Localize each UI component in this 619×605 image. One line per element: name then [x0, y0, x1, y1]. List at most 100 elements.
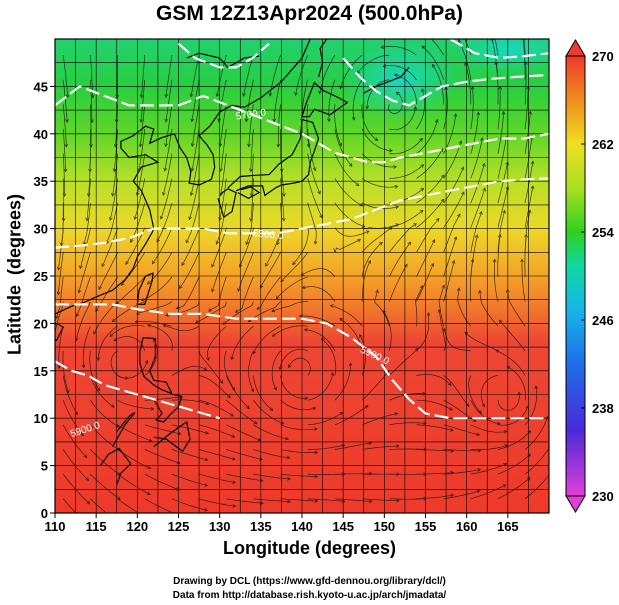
x-tick-label: 165	[497, 519, 519, 534]
streamline	[144, 396, 182, 401]
streamline	[382, 310, 392, 351]
streamline-arrowhead	[453, 18, 456, 21]
streamline-arrowhead	[135, 311, 140, 315]
streamline-arrowhead	[288, 364, 292, 369]
streamline-arrowhead	[472, 418, 477, 422]
streamline	[352, 79, 363, 121]
streamline-arrowhead	[545, 415, 549, 420]
streamline	[334, 129, 353, 167]
x-tick-label: 160	[456, 519, 478, 534]
streamline	[524, 385, 538, 426]
streamline	[189, 178, 200, 220]
streamline-arrowhead	[361, 224, 366, 228]
streamline-arrowhead	[413, 105, 418, 110]
streamline	[491, 39, 499, 80]
streamline-arrowhead	[380, 45, 385, 49]
streamline	[101, 227, 118, 267]
streamline-arrowhead	[479, 210, 483, 215]
streamline	[253, 375, 273, 411]
streamline-arrowhead	[359, 334, 363, 338]
streamline-arrowhead	[367, 259, 371, 264]
streamline-arrowhead	[476, 432, 481, 437]
streamline	[464, 62, 472, 105]
contour-line-5600-0	[177, 42, 270, 69]
streamline-arrowhead	[190, 167, 195, 172]
streamline-arrowhead	[86, 500, 91, 505]
streamline	[387, 91, 403, 115]
streamline	[195, 301, 227, 324]
streamline-arrowhead	[498, 233, 502, 238]
streamline	[97, 325, 118, 361]
y-tick-label: 30	[34, 222, 48, 237]
streamline-arrowhead	[65, 94, 70, 99]
streamline	[179, 252, 200, 289]
streamline	[334, 442, 372, 450]
streamline	[253, 424, 289, 440]
streamline-arrowhead	[112, 168, 117, 173]
streamline-arrowhead	[81, 364, 86, 369]
streamline	[141, 55, 146, 98]
streamline	[171, 365, 207, 376]
streamline	[117, 399, 154, 410]
streamline-arrowhead	[338, 142, 342, 147]
streamline-arrowhead	[304, 396, 309, 401]
streamline	[497, 405, 529, 426]
streamline-arrowhead	[432, 63, 436, 68]
streamline-arrowhead	[244, 118, 249, 123]
streamline	[304, 329, 336, 352]
streamline	[164, 129, 173, 171]
streamline	[231, 325, 254, 360]
streamline	[443, 140, 462, 179]
streamline-arrowhead	[382, 64, 387, 68]
streamline-arrowhead	[330, 371, 335, 376]
streamline-arrowhead	[75, 313, 80, 318]
streamline-arrowhead	[478, 289, 482, 294]
coastline	[227, 118, 320, 197]
streamline	[199, 375, 231, 398]
streamline	[190, 153, 200, 196]
streamline	[198, 350, 224, 384]
streamline	[61, 202, 64, 246]
streamline-arrowhead	[441, 284, 446, 289]
streamline	[443, 113, 457, 154]
streamline	[62, 104, 67, 147]
streamline	[199, 399, 234, 417]
streamline	[362, 445, 400, 450]
chart-title: GSM 12Z13Apr2024 (500.0hPa)	[156, 2, 463, 25]
streamline-arrowhead	[457, 39, 462, 44]
streamline	[147, 324, 173, 351]
streamline-arrowhead	[286, 455, 291, 460]
streamline-arrowhead	[482, 187, 486, 192]
streamline	[301, 268, 336, 278]
streamline	[147, 252, 173, 285]
streamline-arrowhead	[246, 405, 250, 410]
coastline	[306, 39, 307, 40]
y-tick-label: 25	[34, 269, 48, 284]
contour-label: 5700.0	[235, 107, 267, 122]
streamline	[388, 264, 408, 302]
streamline-arrowhead	[113, 337, 118, 342]
colorbar-bar	[565, 55, 586, 497]
streamline-arrowhead	[144, 359, 149, 364]
streamline-arrowhead	[85, 477, 89, 482]
streamline	[62, 153, 65, 197]
streamline	[280, 375, 308, 399]
streamline-arrowhead	[222, 321, 227, 325]
streamline	[93, 301, 118, 335]
streamline	[416, 472, 454, 475]
streamline-arrowhead	[56, 291, 61, 296]
streamline	[497, 186, 509, 228]
streamline-arrowhead	[434, 119, 439, 123]
streamline-arrowhead	[395, 91, 400, 96]
streamline-arrowhead	[88, 168, 92, 173]
streamline	[495, 349, 526, 376]
streamline-arrowhead	[476, 489, 481, 494]
x-axis-ticks: 110 115 120 125 130 135 140 145 150 155 160 165	[45, 513, 519, 534]
streamline-arrowhead	[162, 324, 167, 328]
streamline-arrowhead	[234, 309, 239, 313]
streamline	[421, 45, 444, 80]
colorbar-min-arrow	[565, 495, 586, 513]
streamline-arrowhead	[211, 288, 215, 293]
streamline	[199, 473, 236, 483]
streamline-arrowhead	[148, 438, 153, 442]
